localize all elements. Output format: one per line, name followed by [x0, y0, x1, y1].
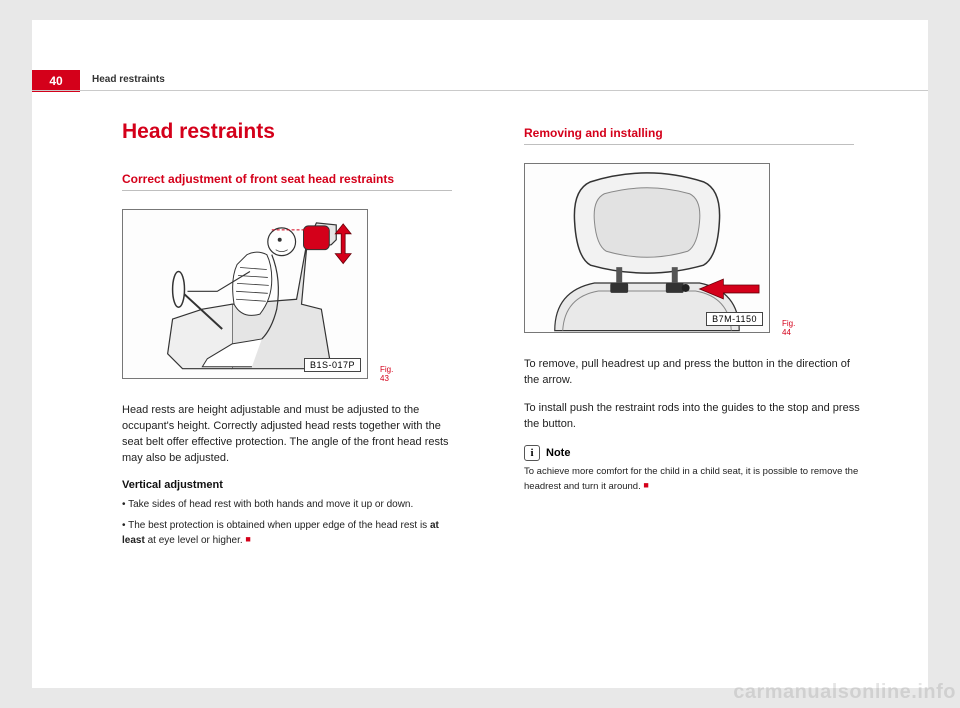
figure-44: B7M-1150 [524, 163, 770, 333]
figure-44-caption: Fig. 44 [782, 319, 795, 337]
info-icon: i [524, 445, 540, 461]
right-section-title: Removing and installing [524, 126, 882, 140]
bullet-2-prefix: • The best protection is obtained when u… [122, 520, 430, 531]
note-text: To achieve more comfort for the child in… [524, 465, 864, 495]
right-paragraph-2: To install push the restraint rods into … [524, 401, 864, 433]
page-title: Head restraints [122, 120, 480, 144]
content-columns: Head restraints Correct adjustment of fr… [122, 120, 882, 554]
note-label: Note [546, 447, 570, 459]
left-paragraph-1: Head rests are height adjustable and mus… [122, 403, 462, 467]
running-head: Head restraints [92, 74, 165, 85]
vertical-adjustment-heading: Vertical adjustment [122, 479, 480, 491]
page-number-tab: 40 [32, 70, 80, 92]
end-square-icon: ■ [643, 480, 648, 490]
manual-page: 40 Head restraints Head restraints Corre… [32, 20, 928, 688]
left-section-title: Correct adjustment of front seat head re… [122, 172, 480, 186]
right-paragraph-1: To remove, pull headrest up and press th… [524, 357, 864, 389]
figure-44-code: B7M-1150 [706, 312, 763, 326]
figure-43-wrap: B1S-017P Fig. 43 [122, 209, 368, 379]
figure-43-code: B1S-017P [304, 358, 361, 372]
right-column: Removing and installing [524, 120, 882, 554]
figure-44-wrap: B7M-1150 Fig. 44 [524, 163, 770, 333]
seat-adjustment-illustration [123, 210, 367, 379]
figure-43: B1S-017P [122, 209, 368, 379]
end-square-icon: ■ [245, 534, 250, 544]
bullet-1: • Take sides of head rest with both hand… [122, 497, 462, 512]
figure-43-caption: Fig. 43 [380, 365, 393, 383]
title-underline [122, 190, 452, 191]
page-number: 40 [49, 74, 62, 88]
note-row: i Note [524, 445, 882, 461]
headrest-remove-illustration [525, 164, 769, 333]
header-divider [32, 90, 928, 91]
title-underline [524, 144, 854, 145]
note-body: To achieve more comfort for the child in… [524, 466, 858, 492]
bullet-2: • The best protection is obtained when u… [122, 518, 462, 548]
watermark: carmanualsonline.info [733, 681, 956, 704]
bullet-2-suffix: at eye level or higher. [145, 535, 243, 546]
left-column: Head restraints Correct adjustment of fr… [122, 120, 480, 554]
